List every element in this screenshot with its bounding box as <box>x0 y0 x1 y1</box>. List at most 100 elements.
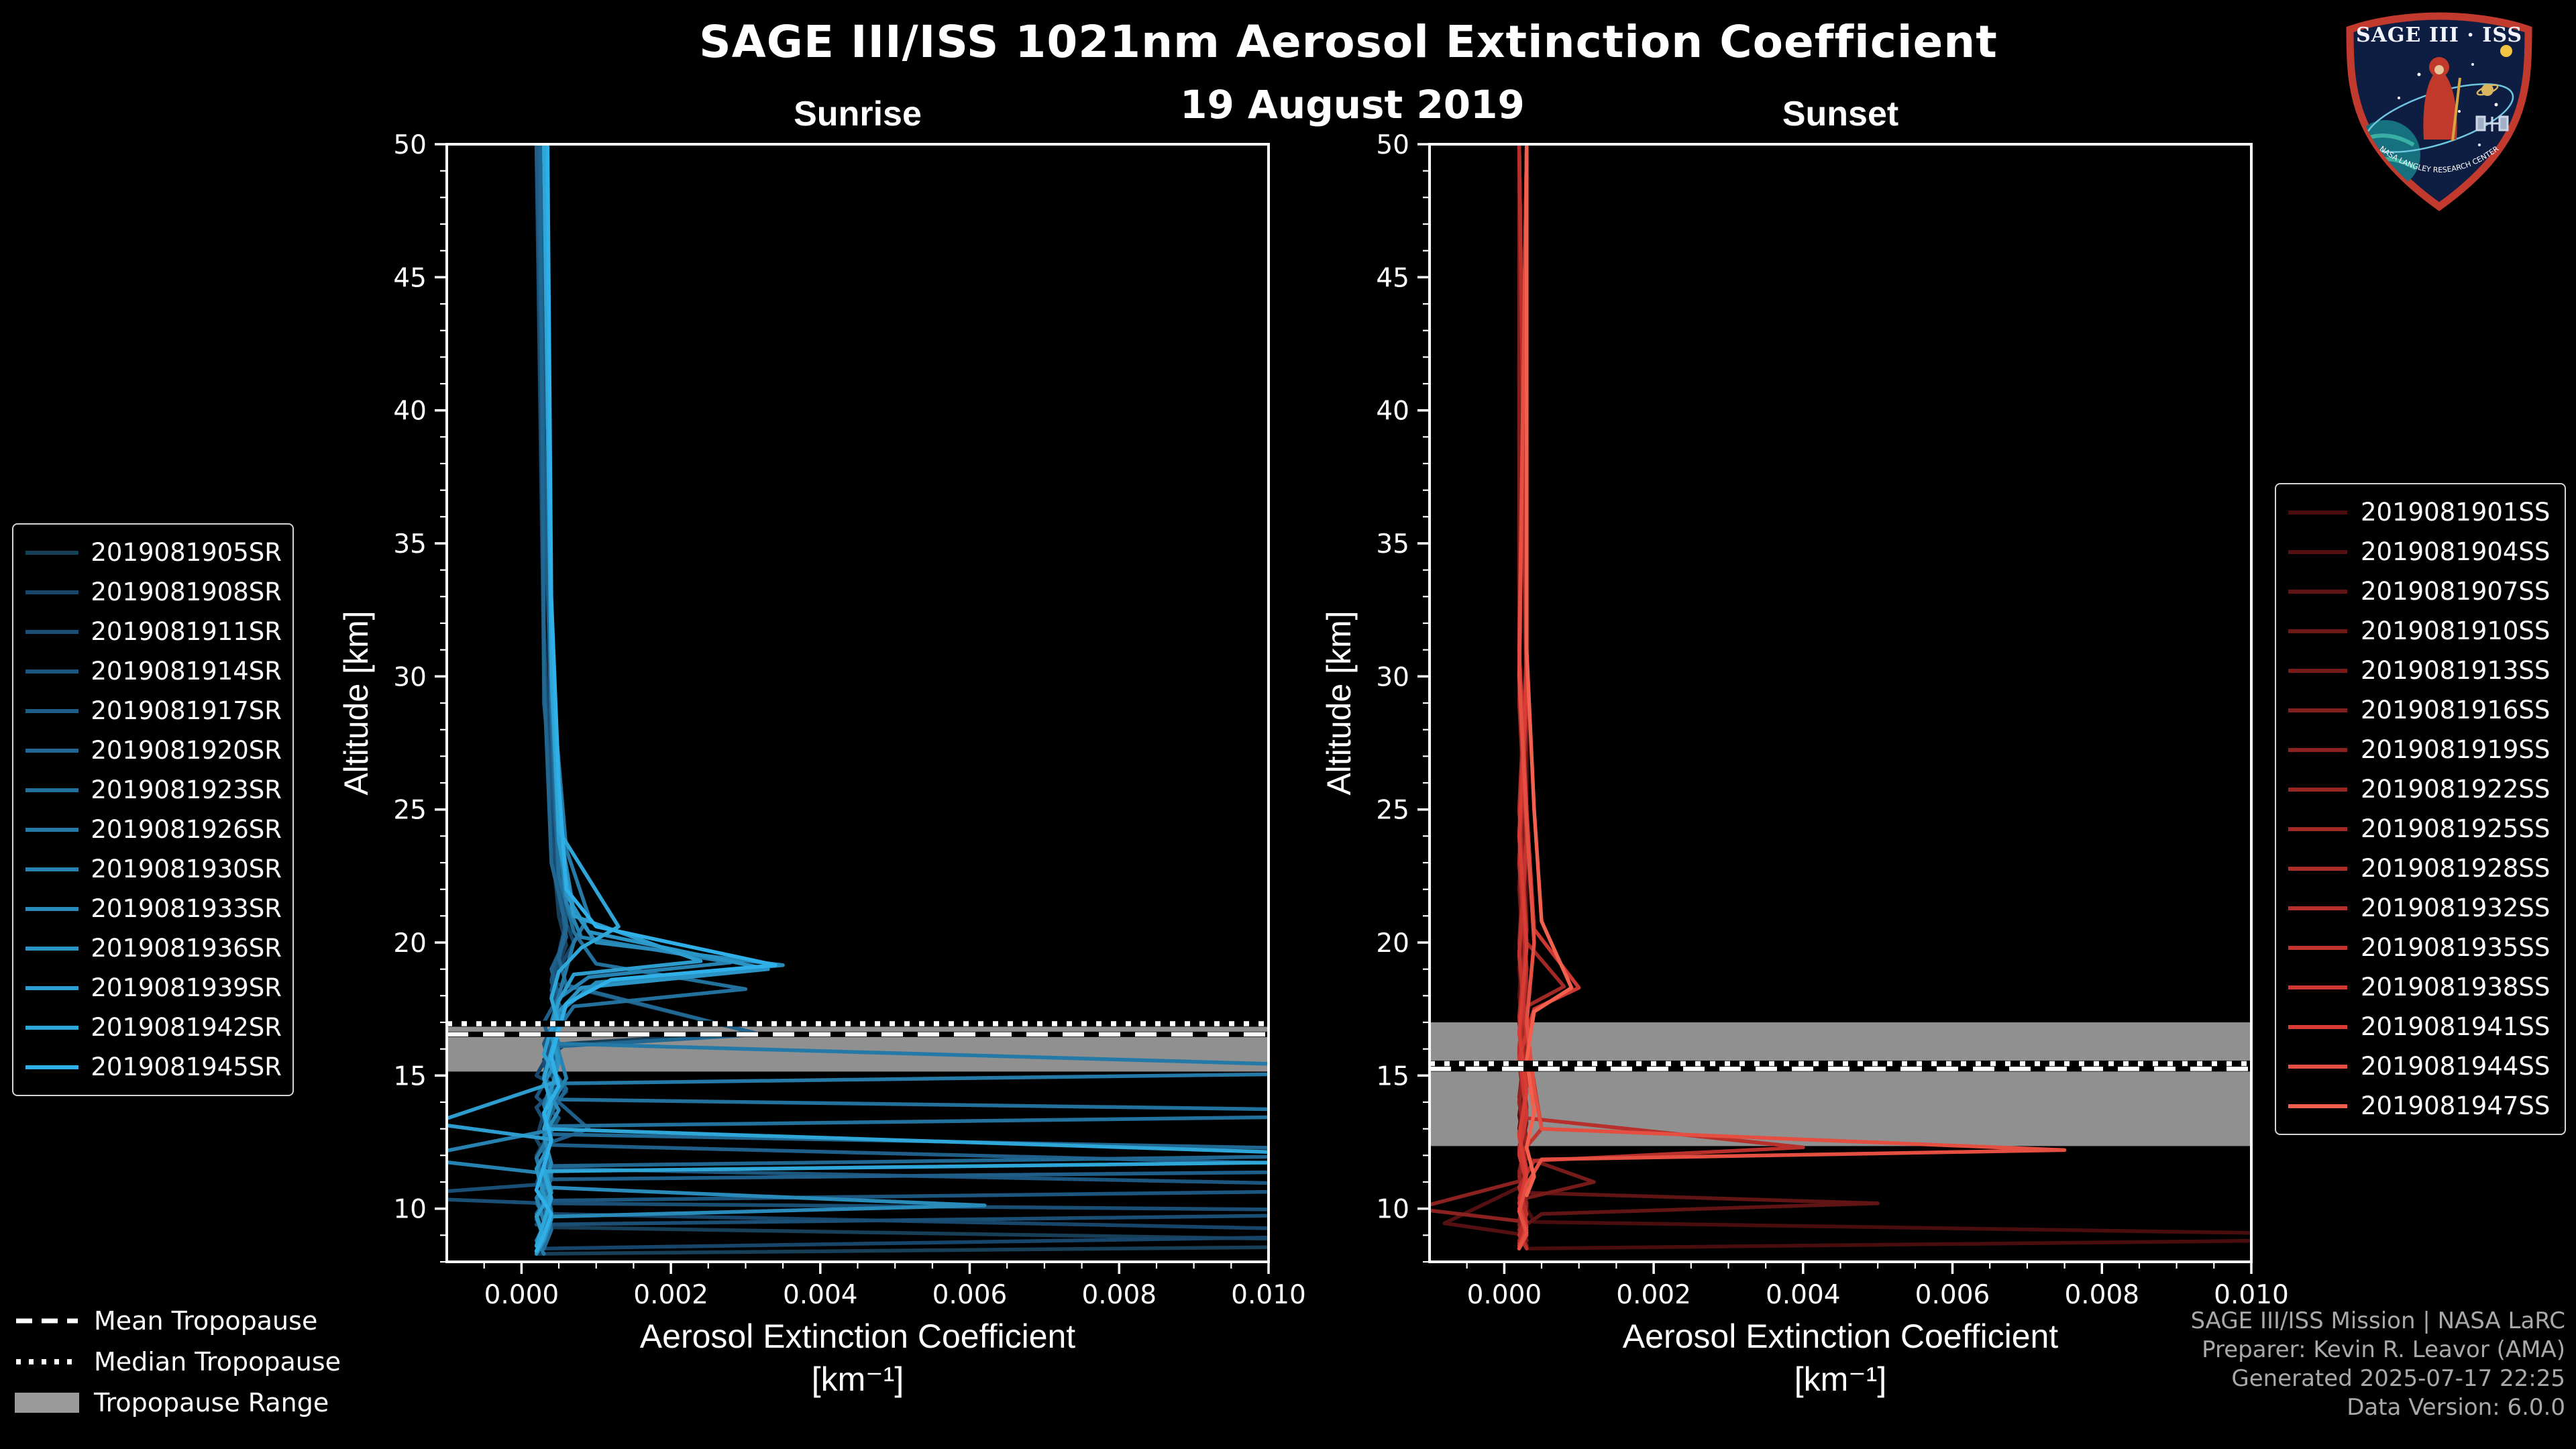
sunset-panel: 0.000 0.002 0.004 0.006 0.008 0.010 10 15 20 25 30… <box>1320 95 2289 1398</box>
legend-item-2019081911SR: 2019081911SR <box>24 612 282 651</box>
profile-2019081914SR <box>534 144 1269 1253</box>
legend-item-2019081914SR: 2019081914SR <box>24 651 282 691</box>
legend-label: 2019081939SR <box>91 973 282 1002</box>
legend-label: 2019081928SS <box>2361 854 2551 883</box>
x-tick-label: 0.006 <box>1915 1280 1990 1310</box>
legend-item-2019081944SS: 2019081944SS <box>2287 1046 2554 1086</box>
line-swatch-icon <box>25 1065 79 1069</box>
legend-label: 2019081908SR <box>91 578 282 606</box>
y-tick-label: 25 <box>393 796 427 826</box>
x-tick-label: 0.010 <box>1231 1280 1306 1310</box>
line-swatch-icon <box>25 1025 79 1030</box>
credit-preparer: Preparer: Kevin R. Leavor (AMA) <box>2202 1336 2565 1363</box>
median-tropopause-label: Median Tropopause <box>94 1346 341 1377</box>
legend-label: 2019081911SR <box>91 617 282 646</box>
line-swatch-icon <box>2288 985 2347 989</box>
y-axis-label: Altitude [km] <box>1320 610 1358 795</box>
line-swatch-icon <box>25 985 79 990</box>
legend-label: 2019081914SR <box>91 657 282 686</box>
line-swatch-icon <box>2288 906 2347 910</box>
x-tick-label: 0.008 <box>2064 1280 2139 1310</box>
x-tick-label: 0.004 <box>1766 1280 1841 1310</box>
y-tick-label: 30 <box>393 662 427 692</box>
y-tick-label: 20 <box>393 928 427 959</box>
tropopause-range-legend-item: Tropopause Range <box>15 1382 341 1423</box>
x-tick-label: 0.000 <box>484 1280 559 1310</box>
sunrise-legend: 2019081905SR 2019081908SR 2019081911SR 2019… <box>12 523 294 1096</box>
legend-label: 2019081916SS <box>2361 696 2551 724</box>
legend-item-2019081901SS: 2019081901SS <box>2287 492 2554 532</box>
legend-label: 2019081910SS <box>2361 616 2551 645</box>
legend-label: 2019081933SR <box>91 894 282 923</box>
legend-item-2019081933SR: 2019081933SR <box>24 889 282 928</box>
legend-item-2019081938SS: 2019081938SS <box>2287 967 2554 1007</box>
logo-title: SAGE III · ISS <box>2356 23 2522 47</box>
legend-item-2019081925SS: 2019081925SS <box>2287 809 2554 849</box>
legend-item-2019081913SS: 2019081913SS <box>2287 651 2554 690</box>
line-swatch-icon <box>25 550 79 555</box>
x-tick-label: 0.006 <box>932 1280 1008 1310</box>
legend-label: 2019081901SS <box>2361 498 2551 527</box>
x-axis-unit: [km⁻¹] <box>1794 1360 1886 1398</box>
profile-2019081944SS <box>1517 144 2067 1250</box>
y-tick-label: 35 <box>1376 529 1409 559</box>
legend-label: 2019081935SS <box>2361 933 2551 962</box>
y-tick-label: 50 <box>1376 130 1409 160</box>
legend-item-2019081919SS: 2019081919SS <box>2287 730 2554 769</box>
legend-item-2019081916SS: 2019081916SS <box>2287 690 2554 730</box>
legend-label: 2019081930SR <box>91 855 282 883</box>
legend-label: 2019081947SS <box>2361 1091 2551 1120</box>
legend-label: 2019081938SS <box>2361 973 2551 1002</box>
y-tick-label: 40 <box>393 396 427 427</box>
x-axis-label: Aerosol Extinction Coefficient <box>640 1318 1076 1355</box>
tropopause-legend: Mean Tropopause Median Tropopause Tropop… <box>15 1300 341 1423</box>
line-swatch-icon <box>25 629 79 634</box>
legend-label: 2019081923SR <box>91 775 282 804</box>
legend-item-2019081942SR: 2019081942SR <box>24 1008 282 1047</box>
y-tick-label: 10 <box>1376 1195 1409 1225</box>
legend-label: 2019081944SS <box>2361 1052 2551 1081</box>
legend-label: 2019081942SR <box>91 1013 282 1042</box>
legend-item-2019081923SR: 2019081923SR <box>24 770 282 810</box>
line-swatch-icon <box>2288 1104 2347 1108</box>
legend-label: 2019081905SR <box>91 538 282 567</box>
profile-2019081945SR <box>534 144 777 1253</box>
line-swatch-icon <box>25 590 79 594</box>
y-tick-label: 45 <box>393 263 427 293</box>
line-swatch-icon <box>25 946 79 951</box>
line-swatch-icon <box>25 748 79 753</box>
legend-label: 2019081904SS <box>2361 537 2551 566</box>
legend-label: 2019081945SR <box>91 1053 282 1081</box>
y-tick-label: 15 <box>393 1061 427 1091</box>
line-swatch-icon <box>2288 708 2347 712</box>
legend-item-2019081947SS: 2019081947SS <box>2287 1086 2554 1126</box>
line-swatch-icon <box>25 788 79 792</box>
x-tick-label: 0.008 <box>1081 1280 1157 1310</box>
gray-band-icon <box>15 1392 79 1413</box>
credit-generated: Generated 2025-07-17 22:25 <box>2231 1365 2565 1392</box>
legend-label: 2019081919SS <box>2361 735 2551 764</box>
credits-block: SAGE III/ISS Mission | NASA LaRC Prepare… <box>2190 1307 2565 1422</box>
legend-label: 2019081926SR <box>91 815 282 844</box>
legend-item-2019081907SS: 2019081907SS <box>2287 572 2554 611</box>
profile-2019081947SS <box>1525 144 1574 1197</box>
line-swatch-icon <box>25 708 79 713</box>
profile-2019081933SR <box>534 144 987 1253</box>
legend-label: 2019081936SR <box>91 934 282 963</box>
profile-2019081942SR <box>534 144 1269 1248</box>
sunset-plot: 0.000 0.002 0.004 0.006 0.008 0.010 10 15 20 25 30… <box>1320 95 2289 1398</box>
legend-item-2019081922SS: 2019081922SS <box>2287 769 2554 809</box>
legend-label: 2019081913SS <box>2361 656 2551 685</box>
legend-label: 2019081932SS <box>2361 894 2551 922</box>
legend-item-2019081941SS: 2019081941SS <box>2287 1007 2554 1046</box>
mean-tropopause-legend-item: Mean Tropopause <box>15 1300 341 1341</box>
profile-2019081905SR <box>534 144 1269 1256</box>
profile-2019081920SR <box>534 144 1269 1253</box>
x-axis-unit: [km⁻¹] <box>812 1360 904 1398</box>
y-tick-label: 45 <box>1376 263 1409 293</box>
legend-label: 2019081907SS <box>2361 577 2551 606</box>
legend-item-2019081910SS: 2019081910SS <box>2287 611 2554 651</box>
date-subtitle: 19 August 2019 <box>1180 82 1525 127</box>
y-tick-label: 30 <box>1376 662 1409 692</box>
sunrise-plot: 0.000 0.002 0.004 0.006 0.008 0.010 10 15 20 25 30… <box>337 95 1306 1398</box>
